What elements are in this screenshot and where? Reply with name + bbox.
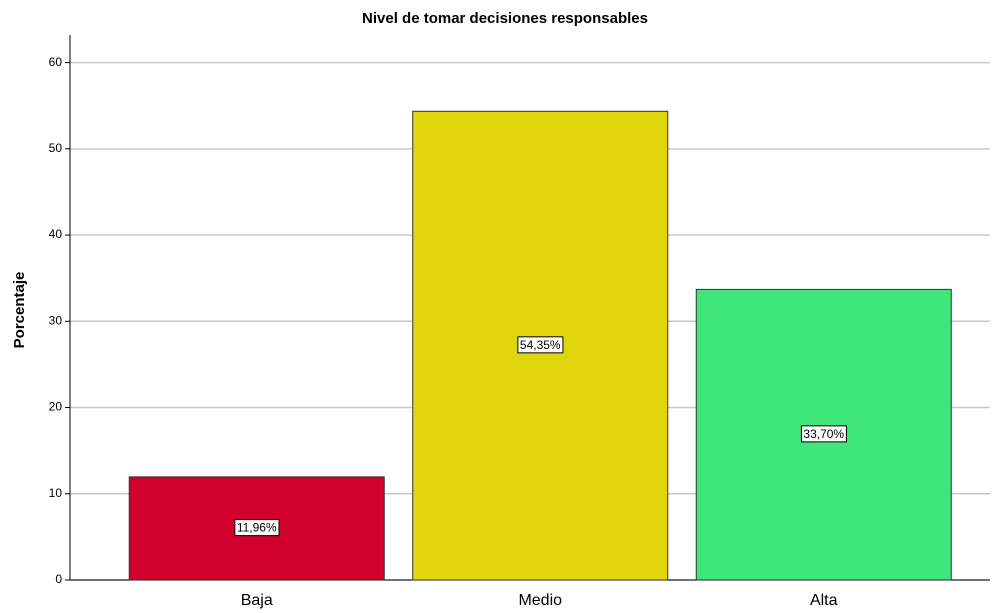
x-tick-label: Alta bbox=[810, 592, 838, 609]
y-tick-label: 60 bbox=[49, 55, 63, 69]
y-tick-label: 50 bbox=[49, 141, 63, 155]
value-label-box bbox=[234, 519, 280, 537]
value-label: 11,96% bbox=[237, 521, 277, 535]
value-label: 33,70% bbox=[803, 427, 844, 441]
y-tick-label: 30 bbox=[49, 313, 63, 327]
y-axis-label: Porcentaje bbox=[11, 272, 28, 349]
y-tick-label: 40 bbox=[49, 227, 63, 241]
chart-title: Nivel de tomar decisiones responsables bbox=[362, 10, 648, 27]
value-label: 54,35% bbox=[520, 338, 561, 352]
y-tick-label: 0 bbox=[55, 572, 62, 586]
y-tick-label: 10 bbox=[49, 486, 63, 500]
value-label-box bbox=[800, 425, 847, 443]
x-tick-label: Medio bbox=[518, 592, 562, 609]
y-tick-label: 20 bbox=[49, 400, 63, 414]
x-tick-label: Baja bbox=[241, 592, 273, 609]
value-label-box bbox=[517, 336, 564, 354]
